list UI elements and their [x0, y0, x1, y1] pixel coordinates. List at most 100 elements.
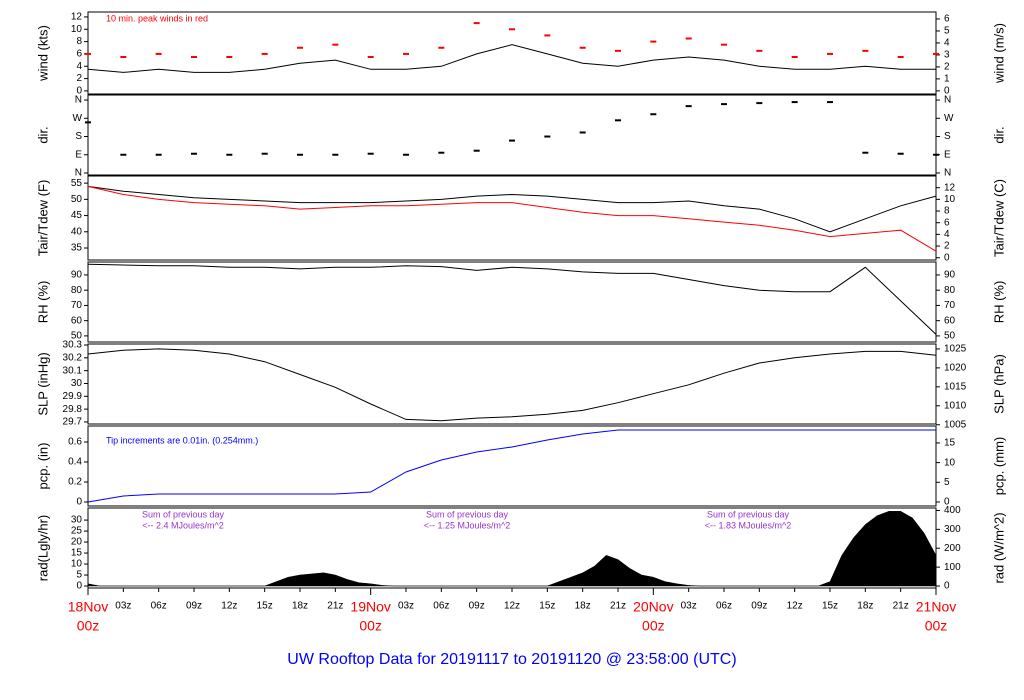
y-tick-label: 40	[71, 226, 83, 237]
y2-axis-label: SLP (hPa)	[991, 354, 1006, 414]
y-tick-label: 80	[71, 285, 83, 296]
y2-tick-label: W	[944, 113, 954, 124]
y-tick-label: 2	[76, 73, 82, 84]
y2-tick-label: 2	[944, 241, 950, 252]
series-line	[87, 263, 937, 335]
y-tick-label: 70	[71, 300, 83, 311]
y-tick-label: 0	[76, 86, 82, 97]
y-tick-label: 50	[71, 194, 83, 205]
x-tick-label: 03z	[115, 601, 131, 612]
y-tick-label: 10	[71, 559, 83, 570]
annotation: Sum of previous day	[707, 509, 790, 519]
y-tick-label: 20	[71, 537, 83, 548]
y2-tick-label: 100	[944, 562, 961, 573]
y-tick-label: 0.4	[68, 457, 82, 468]
x-tick-label: 06z	[716, 601, 732, 612]
y-tick-label: 35	[71, 243, 83, 254]
y2-axis-label: Tair/Tdew (C)	[991, 179, 1006, 257]
y2-axis-label: pcp. (mm)	[991, 437, 1006, 496]
y-axis-label: RH (%)	[35, 281, 50, 324]
panel-frame	[87, 343, 937, 425]
y-axis-label: Tair/Tdew (F)	[35, 180, 50, 257]
y-axis-label: rad(Lgly/hr)	[35, 515, 50, 581]
y2-tick-label: S	[944, 131, 951, 142]
y-tick-label: 30.3	[63, 340, 83, 351]
x-tick-label: 06z	[151, 601, 167, 612]
y2-tick-label: 12	[944, 182, 956, 193]
y2-tick-label: E	[944, 149, 951, 160]
y2-tick-label: 10	[944, 194, 956, 205]
x-date-label: 21Nov	[916, 599, 956, 615]
y2-tick-label: N	[944, 95, 951, 106]
annotation: <-- 1.25 MJoules/m^2	[424, 520, 511, 530]
y-tick-label: 30	[71, 378, 83, 389]
y2-axis-label: RH (%)	[991, 281, 1006, 324]
y-tick-label: N	[75, 95, 82, 106]
y2-tick-label: 1015	[944, 381, 967, 392]
y-tick-label: W	[73, 113, 83, 124]
x-tick-label: 15z	[539, 601, 555, 612]
panel-frame	[87, 94, 937, 176]
y2-tick-label: 0	[944, 86, 950, 97]
x-tick-label: 21z	[327, 601, 343, 612]
annotation: 10 min. peak winds in red	[106, 13, 208, 23]
y-tick-label: 4	[76, 61, 82, 72]
y-tick-label: 8	[76, 36, 82, 47]
y2-tick-label: 5	[944, 477, 950, 488]
y2-tick-label: 8	[944, 206, 950, 217]
annotation: Sum of previous day	[142, 509, 225, 519]
x-tick-label: 18z	[292, 601, 308, 612]
y-tick-label: 0	[76, 497, 82, 508]
y2-tick-label: 1010	[944, 400, 967, 411]
y2-tick-label: 50	[944, 331, 956, 342]
y-tick-label: 0	[76, 581, 82, 592]
y-tick-label: 50	[71, 331, 83, 342]
y2-tick-label: 3	[944, 50, 950, 61]
series-line	[87, 348, 937, 422]
y-tick-label: 0.6	[68, 437, 82, 448]
x-tick-label: 00z	[359, 618, 382, 634]
y2-tick-label: 400	[944, 505, 961, 516]
y-axis-label: SLP (inHg)	[35, 352, 50, 415]
series-line	[87, 185, 937, 233]
y2-tick-label: 60	[944, 315, 956, 326]
x-tick-label: 12z	[221, 601, 237, 612]
y2-tick-label: 1	[944, 74, 950, 85]
x-tick-label: 21z	[610, 601, 626, 612]
y-tick-label: 12	[71, 12, 83, 23]
y2-tick-label: 0	[944, 252, 950, 263]
x-date-label: 20Nov	[633, 599, 673, 615]
y2-tick-label: 4	[944, 229, 950, 240]
annotation: <-- 2.4 MJoules/m^2	[142, 520, 224, 530]
y-tick-label: 29.9	[63, 391, 83, 402]
chart-title: UW Rooftop Data for 20191117 to 20191120…	[287, 651, 736, 668]
annotation: <-- 1.83 MJoules/m^2	[705, 520, 792, 530]
x-tick-label: 15z	[822, 601, 838, 612]
y2-tick-label: 6	[944, 14, 950, 25]
x-tick-label: 18z	[857, 601, 873, 612]
y-tick-label: 30.1	[63, 365, 83, 376]
y2-axis-label: wind (m/s)	[991, 23, 1006, 84]
y2-tick-label: 15	[944, 438, 956, 449]
y-axis-label: dir.	[35, 126, 50, 143]
y-tick-label: 45	[71, 210, 83, 221]
y2-tick-label: 90	[944, 270, 956, 281]
y-tick-label: 0.2	[68, 477, 82, 488]
y-tick-label: 30	[71, 515, 83, 526]
y-tick-label: 29.7	[63, 417, 83, 428]
y-tick-label: 60	[71, 315, 83, 326]
series-line	[87, 429, 936, 503]
y2-tick-label: 5	[944, 26, 950, 37]
y-tick-label: N	[75, 168, 82, 179]
y-axis-label: wind (kts)	[35, 25, 50, 82]
panel-frame	[87, 175, 937, 261]
y2-tick-label: 300	[944, 524, 961, 535]
panel-frame	[87, 425, 937, 507]
x-tick-label: 00z	[642, 618, 665, 634]
panel-frame	[87, 261, 937, 343]
x-date-label: 19Nov	[350, 599, 390, 615]
y-tick-label: 90	[71, 270, 83, 281]
x-tick-label: 09z	[751, 601, 767, 612]
series-area	[87, 511, 937, 587]
